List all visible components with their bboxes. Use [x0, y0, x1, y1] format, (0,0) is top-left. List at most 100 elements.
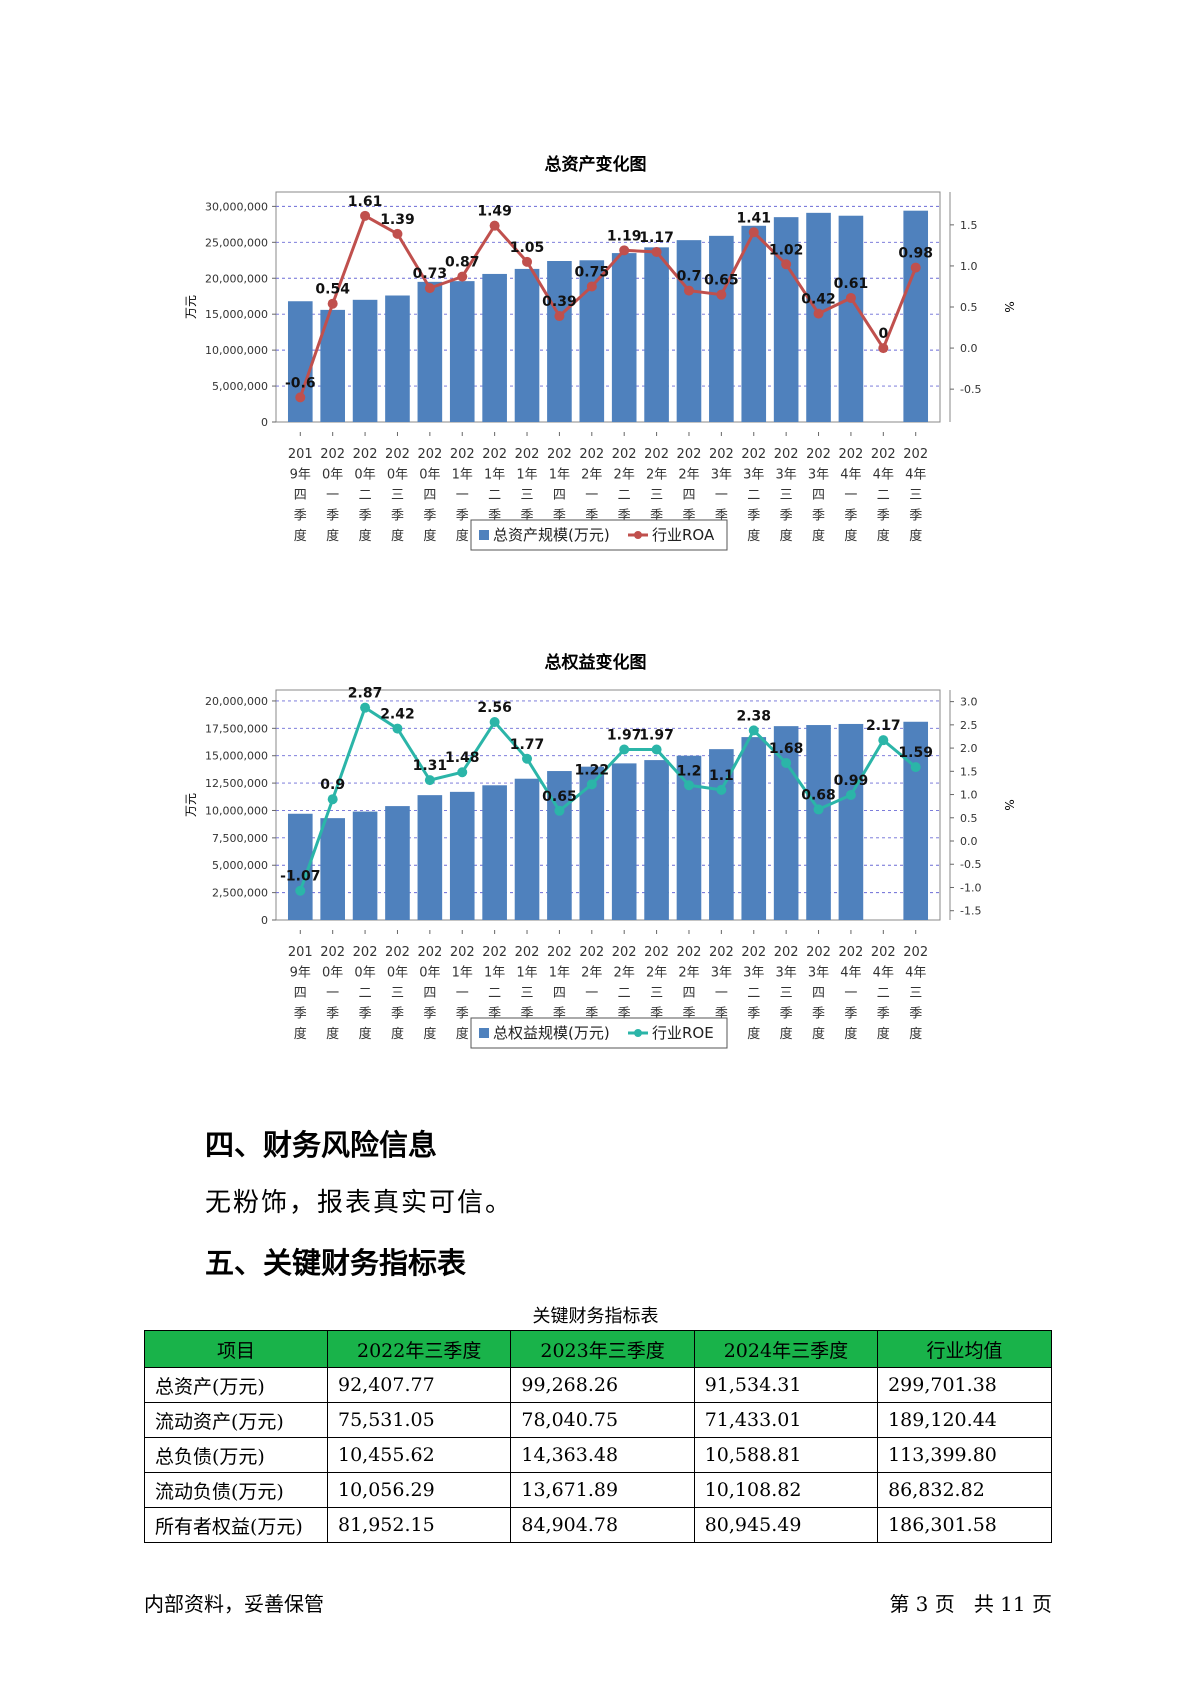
- x-tick-label: 0年: [419, 468, 440, 483]
- x-tick-label: 202: [612, 945, 637, 960]
- x-tick-label: 三: [650, 488, 663, 503]
- bar: [514, 778, 540, 920]
- x-tick-label: 三: [521, 488, 534, 503]
- x-tick-label: 202: [353, 945, 378, 960]
- x-tick-label: 202: [709, 945, 734, 960]
- x-tick-label: 0年: [322, 468, 343, 483]
- legend-line-marker: [634, 1029, 642, 1037]
- y-tick-label: 5,000,000: [212, 380, 268, 393]
- right-tick-label: 1.5: [960, 219, 978, 232]
- data-point: [327, 794, 338, 805]
- legend-box: [470, 519, 728, 551]
- y-tick-label: 20,000,000: [205, 272, 268, 285]
- table-cell: 总资产(万元): [144, 1367, 328, 1403]
- x-tick-label: 一: [456, 986, 469, 1001]
- x-tick-label: 度: [812, 528, 825, 544]
- x-tick-label: 3年: [776, 966, 797, 981]
- legend-bar-swatch: [479, 530, 489, 540]
- x-tick-label: 2年: [581, 468, 602, 483]
- x-tick-label: 四: [812, 986, 825, 1001]
- table-row: 流动负债(万元) 10,056.29 13,671.89 10,108.82 8…: [144, 1472, 1052, 1508]
- x-tick-label: 201: [288, 945, 313, 960]
- data-label: 1.97: [607, 727, 642, 743]
- data-label: 2.17: [866, 718, 901, 734]
- right-tick-label: 2.0: [960, 742, 978, 755]
- x-tick-label: 二: [488, 986, 501, 1001]
- x-tick-label: 202: [741, 945, 766, 960]
- legend-line-label: 行业ROE: [652, 1024, 714, 1042]
- right-tick-label: 0.0: [960, 342, 978, 355]
- bar: [773, 217, 799, 422]
- data-label: 0.65: [704, 273, 739, 289]
- x-tick-label: 2年: [646, 468, 667, 483]
- data-point: [813, 804, 824, 815]
- data-label: 1.02: [769, 242, 804, 258]
- x-tick-label: 季: [780, 509, 793, 524]
- x-tick-label: 度: [812, 1026, 825, 1042]
- x-tick-label: 202: [547, 447, 572, 462]
- y-tick-label: 0: [261, 416, 268, 429]
- risk-text: 无粉饰，报表真实可信。: [205, 1188, 514, 1218]
- bar: [482, 273, 507, 422]
- x-tick-label: 4年: [840, 468, 861, 483]
- x-tick-label: 一: [715, 986, 728, 1001]
- x-tick-label: 1年: [452, 966, 473, 981]
- right-tick-label: -1.0: [960, 881, 981, 894]
- x-tick-label: 度: [877, 528, 890, 544]
- x-tick-label: 202: [320, 447, 345, 462]
- data-point: [845, 292, 856, 303]
- x-tick-label: 202: [774, 447, 799, 462]
- x-tick-label: 202: [903, 945, 928, 960]
- data-point: [845, 790, 856, 801]
- bar: [320, 818, 345, 920]
- x-tick-label: 二: [359, 986, 372, 1001]
- y-tick-label: 15,000,000: [205, 308, 268, 321]
- x-tick-label: 1年: [549, 468, 570, 483]
- table-cell: 流动负债(万元): [144, 1472, 328, 1508]
- x-tick-label: 0年: [387, 966, 408, 981]
- table-cell: 99,268.26: [510, 1367, 695, 1403]
- risk-heading: 四、财务风险信息: [205, 1128, 438, 1162]
- y-tick-label: 12,500,000: [205, 777, 268, 790]
- x-tick-label: 一: [844, 488, 857, 503]
- data-label: 1.31: [413, 758, 448, 774]
- right-tick-label: -0.5: [960, 858, 981, 871]
- x-tick-label: 202: [320, 945, 345, 960]
- bar: [676, 240, 702, 422]
- data-point: [748, 725, 759, 736]
- data-label: 0.68: [801, 787, 836, 803]
- data-label: 1.17: [639, 230, 674, 246]
- data-point: [586, 779, 597, 790]
- data-point: [716, 784, 727, 795]
- x-tick-label: 4年: [905, 966, 926, 981]
- x-tick-label: 202: [677, 945, 702, 960]
- table-cell: 189,120.44: [877, 1402, 1052, 1438]
- x-tick-label: 季: [391, 1007, 404, 1022]
- x-tick-label: 三: [780, 986, 793, 1001]
- x-tick-label: 季: [456, 1007, 469, 1022]
- x-tick-label: 202: [450, 945, 475, 960]
- right-tick-label: 0.5: [960, 301, 978, 314]
- x-tick-label: 三: [780, 488, 793, 503]
- x-tick-label: 2年: [646, 966, 667, 981]
- x-tick-label: 202: [547, 945, 572, 960]
- x-tick-label: 202: [709, 447, 734, 462]
- bar: [449, 791, 475, 920]
- x-tick-label: 四: [423, 488, 436, 503]
- data-label: 0.7: [677, 269, 702, 285]
- data-label: 0.42: [801, 292, 836, 308]
- x-tick-label: 季: [326, 1007, 339, 1022]
- y-tick-label: 10,000,000: [205, 804, 268, 817]
- x-tick-label: 度: [780, 1026, 793, 1042]
- right-tick-label: 1.0: [960, 789, 978, 802]
- data-point: [554, 805, 565, 816]
- x-tick-label: 度: [326, 1026, 339, 1042]
- x-tick-label: 度: [326, 528, 339, 544]
- x-tick-label: 度: [844, 1026, 857, 1042]
- data-label: 1.77: [510, 737, 545, 753]
- table-cell: 10,056.29: [326, 1472, 512, 1508]
- x-tick-label: 0年: [387, 468, 408, 483]
- data-point: [781, 259, 792, 270]
- x-tick-label: 季: [359, 509, 372, 524]
- y-tick-label: 17,500,000: [205, 722, 268, 735]
